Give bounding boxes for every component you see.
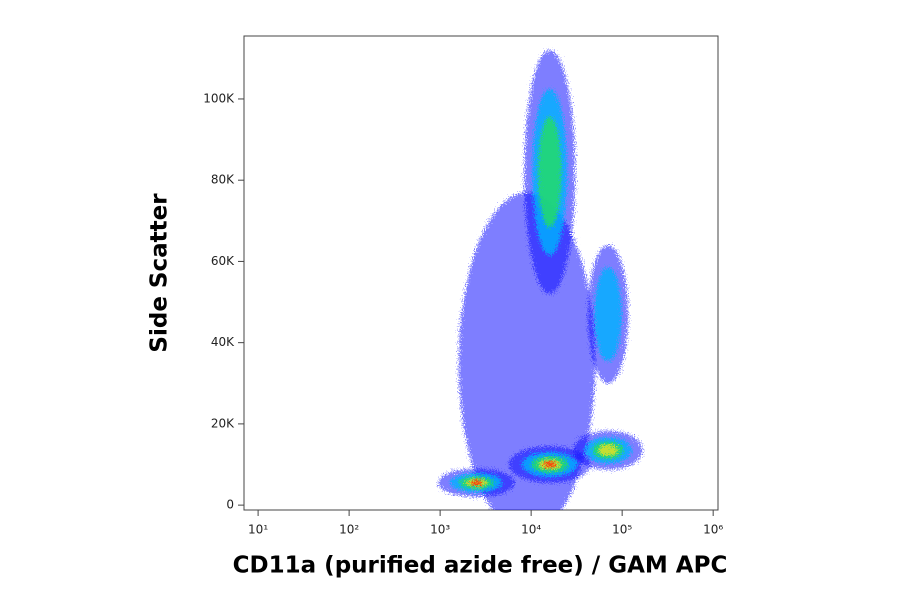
x-tick-label: 10⁴ bbox=[521, 523, 541, 537]
density-level bbox=[598, 444, 618, 456]
y-tick-label: 40K bbox=[211, 335, 235, 349]
x-axis-title: CD11a (purified azide free) / GAM APC bbox=[233, 553, 728, 579]
y-tick-label: 80K bbox=[211, 173, 235, 187]
x-tick-label: 10¹ bbox=[248, 523, 268, 537]
x-tick-label: 10⁶ bbox=[703, 523, 723, 537]
y-tick-label: 20K bbox=[211, 416, 235, 430]
x-tick-label: 10⁵ bbox=[612, 523, 632, 537]
x-tick-label: 10³ bbox=[430, 523, 450, 537]
y-tick-label: 60K bbox=[211, 254, 235, 268]
density-layer bbox=[438, 50, 643, 510]
y-tick-label: 100K bbox=[203, 91, 235, 105]
y-tick-label: 0 bbox=[226, 498, 234, 512]
density-level bbox=[543, 461, 557, 468]
x-tick-label: 10² bbox=[339, 523, 359, 537]
density-level bbox=[594, 267, 622, 362]
density-level bbox=[538, 116, 562, 228]
density-level bbox=[470, 480, 483, 486]
y-axis-title: Side Scatter bbox=[147, 193, 173, 353]
